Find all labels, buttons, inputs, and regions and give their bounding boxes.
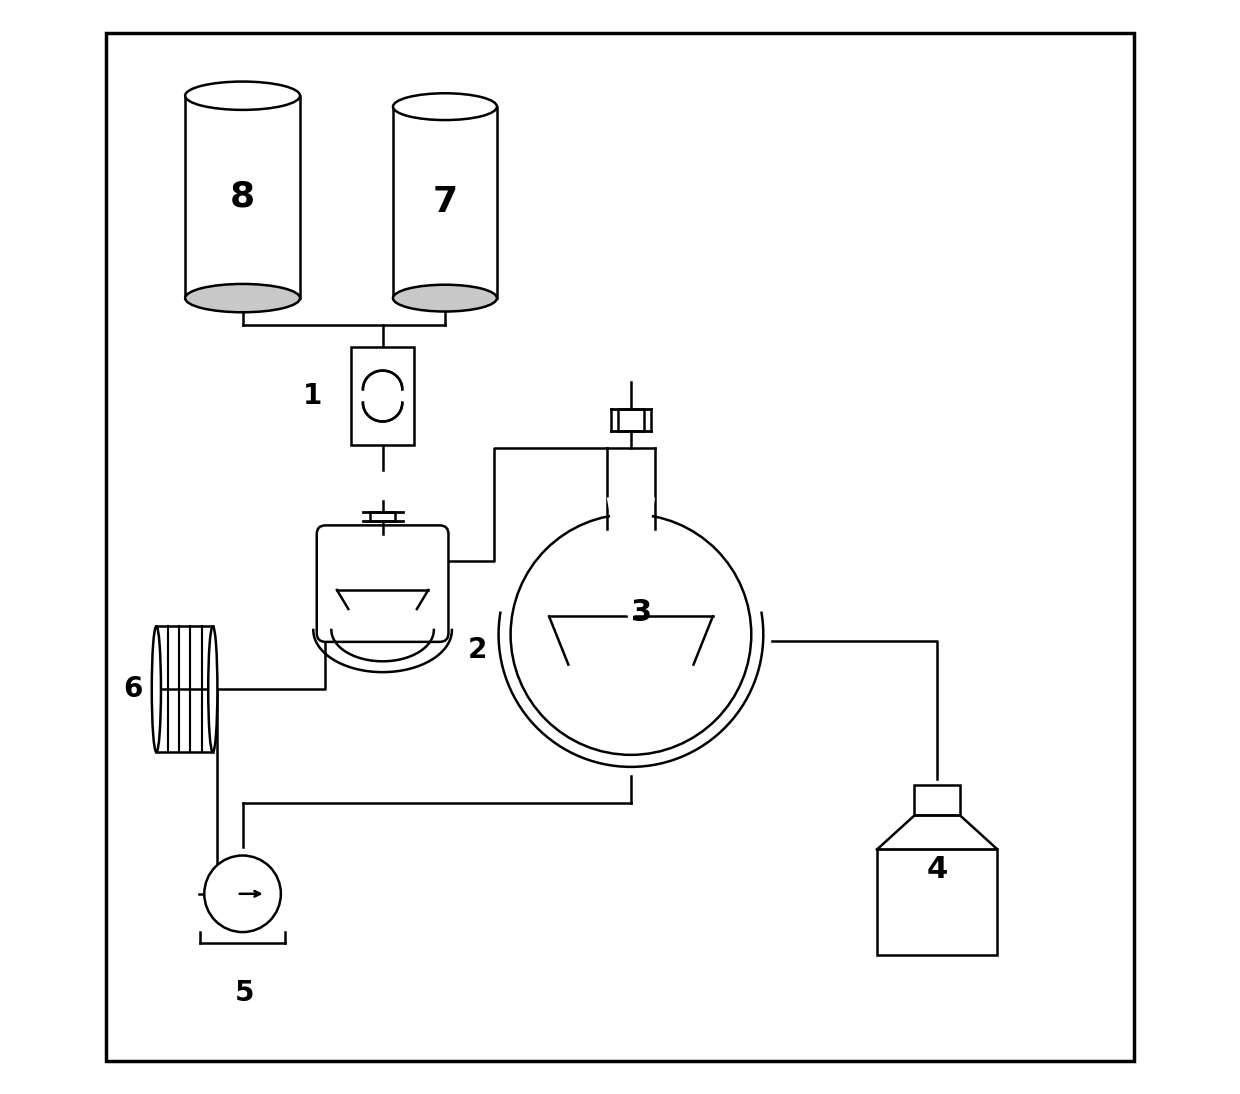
Ellipse shape (151, 626, 161, 753)
Text: 5: 5 (236, 979, 254, 1008)
Polygon shape (877, 815, 997, 849)
Ellipse shape (208, 626, 217, 753)
FancyBboxPatch shape (316, 525, 449, 642)
Text: 6: 6 (124, 675, 143, 703)
Bar (914, 785, 960, 815)
Text: 4: 4 (926, 856, 947, 884)
Ellipse shape (393, 93, 497, 120)
Wedge shape (606, 496, 655, 635)
Bar (618, 409, 644, 431)
Bar (370, 512, 396, 521)
Bar (185, 96, 300, 299)
Circle shape (511, 514, 751, 755)
Bar (351, 347, 414, 445)
Text: 7: 7 (433, 185, 458, 220)
Bar (393, 107, 497, 299)
Circle shape (205, 856, 280, 932)
Text: 2: 2 (467, 636, 487, 664)
Text: 1: 1 (303, 382, 322, 410)
Bar (877, 849, 997, 954)
Text: 8: 8 (229, 179, 255, 214)
Ellipse shape (185, 82, 300, 109)
Text: 3: 3 (631, 598, 652, 627)
Ellipse shape (185, 284, 300, 312)
Ellipse shape (393, 284, 497, 312)
